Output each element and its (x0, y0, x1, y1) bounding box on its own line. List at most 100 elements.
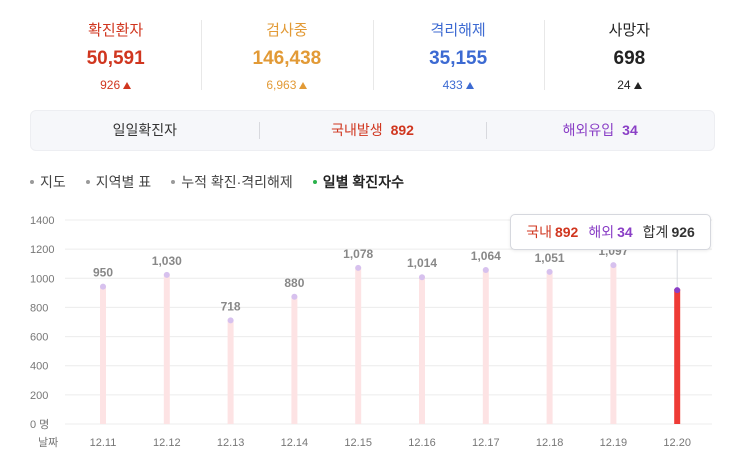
y-tick-label: 600 (30, 332, 48, 344)
x-tick-label: 12.14 (281, 437, 309, 449)
tab-region-table[interactable]: 지역별 표 (85, 172, 152, 192)
y-tick-label: 400 (30, 361, 48, 373)
stat-label: 확진환자 (88, 22, 144, 39)
y-tick-label: 200 (30, 390, 48, 402)
triangle-up-icon (633, 82, 642, 89)
bar (163, 273, 170, 424)
stat-change-value: 433 (442, 78, 463, 92)
bar-cap (419, 274, 425, 281)
y-tick-label: 0 명 (30, 418, 49, 431)
x-tick-label: 12.11 (90, 437, 117, 449)
tooltip-overseas-label: 해외 (588, 224, 615, 240)
stat-value: 698 (613, 48, 646, 69)
x-tick-label: 12.17 (472, 437, 500, 449)
stat-released: 격리해제 35,155 433 (372, 16, 544, 94)
bar (291, 295, 298, 424)
y-tick-label: 1400 (30, 215, 54, 227)
stat-deaths: 사망자 698 24 (543, 16, 715, 94)
stat-change-value: 24 (617, 78, 631, 92)
tab-label: 누적 확진·격리해제 (181, 174, 293, 190)
x-tick-label: 12.12 (153, 437, 181, 449)
triangle-up-icon (465, 82, 474, 89)
bar-cap (610, 262, 617, 269)
domestic-value: 892 (390, 122, 414, 138)
bar (546, 270, 553, 424)
stat-change: 433 (373, 77, 544, 93)
bar-cap (100, 283, 106, 290)
triangle-up-icon (299, 82, 308, 89)
bar-cap (482, 266, 489, 273)
tab-daily-confirmed[interactable]: 일별 확진자수 (312, 172, 404, 192)
daily-label-text: 일일확진자 (112, 122, 178, 138)
x-tick-label: 12.13 (217, 437, 245, 449)
bar-value-label: 1,014 (407, 256, 437, 270)
chart-tooltip: 국내 892 해외 34 합계 926 (510, 214, 711, 250)
bar (482, 268, 489, 424)
tooltip-total-label: 합계 (642, 224, 669, 240)
bar-cap (674, 287, 681, 294)
stat-label: 격리해제 (430, 22, 486, 39)
domestic-label: 국내발생 (331, 122, 383, 138)
y-tick-label: 1200 (30, 244, 54, 256)
x-tick-label: 12.19 (600, 437, 628, 449)
bar-cap (163, 271, 170, 278)
tooltip-domestic-label: 국내 (526, 224, 552, 240)
y-tick-label: 1000 (30, 273, 54, 285)
tab-map[interactable]: 지도 (30, 172, 66, 192)
overseas-value: 34 (622, 122, 638, 138)
stat-change: 926 (30, 77, 201, 93)
tooltip-overseas-value: 34 (617, 224, 633, 240)
x-tick-label: 12.16 (408, 437, 436, 449)
bar-value-label: 950 (93, 266, 113, 280)
stat-change-value: 926 (100, 78, 121, 92)
bar-cap (355, 264, 362, 271)
daily-breakdown-box: 일일확진자 국내발생 892 해외유입 34 (30, 110, 715, 151)
stat-value: 35,155 (429, 48, 488, 69)
tab-cumulative[interactable]: 누적 확진·격리해제 (171, 172, 293, 192)
stat-change: 6,963 (201, 77, 372, 93)
stat-change: 24 (544, 77, 715, 93)
view-tabs: 지도 지역별 표 누적 확진·격리해제 일별 확진자수 (30, 172, 424, 192)
stats-summary: 확진환자 50,591 926 검사중 146,438 6,963 격리해제 3… (30, 16, 715, 94)
bar-value-label: 1,078 (343, 247, 373, 261)
bar (610, 264, 617, 424)
stat-testing: 검사중 146,438 6,963 (201, 16, 372, 94)
bar-value-label: 880 (284, 276, 304, 290)
stat-value: 50,591 (86, 48, 145, 69)
bar-value-label: 1,064 (471, 249, 501, 263)
stat-label: 사망자 (608, 22, 651, 39)
stat-change-value: 6,963 (266, 78, 297, 92)
bar-value-label: 1,030 (152, 254, 182, 268)
x-tick-label: 12.15 (344, 437, 372, 449)
tab-label: 일별 확진자수 (322, 174, 404, 190)
bullet-dot-icon (85, 180, 90, 184)
bar-value-label: 1,051 (535, 251, 565, 265)
tab-label: 지역별 표 (95, 174, 152, 190)
triangle-up-icon (123, 82, 132, 89)
stat-value: 146,438 (252, 48, 322, 69)
stat-label: 검사중 (266, 22, 308, 39)
x-axis-label: 날짜 (38, 436, 58, 449)
tab-label: 지도 (40, 174, 66, 190)
bullet-dot-icon (171, 180, 176, 184)
y-tick-label: 800 (30, 302, 48, 314)
overseas-label: 해외유입 (562, 122, 615, 138)
bar (100, 285, 106, 424)
x-tick-label: 12.18 (536, 437, 564, 449)
bullet-dot-icon (30, 180, 34, 184)
stat-confirmed: 확진환자 50,591 926 (30, 16, 201, 94)
tooltip-domestic-value: 892 (554, 224, 579, 240)
bar-cap (227, 317, 234, 324)
overseas-cases: 해외유입 34 (486, 110, 714, 151)
bar-cap (291, 293, 298, 300)
bar-highlighted (674, 289, 681, 424)
bar-cap (546, 268, 553, 275)
bullet-dot-icon (312, 180, 317, 184)
daily-cases-chart: 0 명 200 400 600 800 1000 1200 1400 날짜 950 12.11 1,0… (30, 215, 712, 449)
x-tick-label: 12.20 (663, 437, 691, 449)
bar (355, 266, 362, 424)
daily-confirmed-label: 일일확진자 (31, 110, 259, 151)
bar-value-label: 718 (221, 299, 241, 313)
tooltip-total-value: 926 (671, 224, 695, 240)
bar (227, 319, 234, 424)
